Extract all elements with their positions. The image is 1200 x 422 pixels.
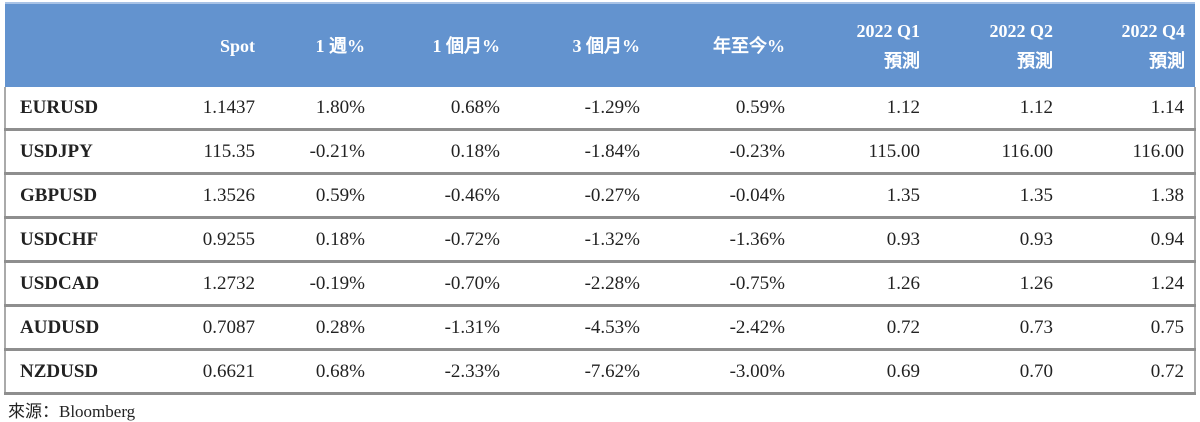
value-cell: -1.29% [510,87,650,131]
value-cell: -0.04% [650,173,795,219]
header-text: 預測 [1149,50,1185,71]
value-cell: -0.21% [265,129,375,175]
value-cell: 116.00 [1063,129,1196,175]
value-cell: 0.59% [650,87,795,131]
value-cell: 0.72 [1063,349,1196,395]
header-text: 2022 Q4 [1121,20,1185,41]
value-cell: 1.38 [1063,173,1196,219]
fx-table: Spot 1 週% 1 個月% 3 個月% 年至今% 2022 Q1 預測 2022 Q2 預測… [4,2,1196,395]
header-cell: 1 週% [265,2,375,87]
header-cell: 年至今% [650,2,795,87]
value-cell: -0.70% [375,261,510,307]
value-cell: -0.27% [510,173,650,219]
header-text: 1 個月% [432,35,501,56]
value-cell: 115.35 [145,129,265,175]
header-cell [5,2,145,87]
header-cell: Spot [145,2,265,87]
pair-name: USDCHF [4,217,145,263]
value-cell: 0.7087 [145,305,265,351]
value-cell: 1.35 [930,173,1063,219]
value-cell: 0.6621 [145,349,265,395]
table-body: EURUSD 1.1437 1.80% 0.68% -1.29% 0.59% 1.12 1.1… [4,87,1196,395]
value-cell: 1.12 [795,87,930,131]
data-row: USDCHF 0.9255 0.18% -0.72% -1.32% -1.36% 0.93 0… [4,217,1196,263]
value-cell: 0.18% [375,129,510,175]
header-cell: 3 個月% [510,2,650,87]
value-cell: -7.62% [510,349,650,395]
value-cell: 0.70 [930,349,1063,395]
data-row: GBPUSD 1.3526 0.59% -0.46% -0.27% -0.04% 1.35 1… [4,173,1196,219]
header-cell: 1 個月% [375,2,510,87]
value-cell: 0.75 [1063,305,1196,351]
value-cell: 1.80% [265,87,375,131]
value-cell: -3.00% [650,349,795,395]
data-row: NZDUSD 0.6621 0.68% -2.33% -7.62% -3.00% 0.69 0… [4,349,1196,395]
value-cell: -1.84% [510,129,650,175]
value-cell: 1.24 [1063,261,1196,307]
value-cell: 0.9255 [145,217,265,263]
value-cell: 0.72 [795,305,930,351]
value-cell: 0.68% [375,87,510,131]
value-cell: 1.26 [930,261,1063,307]
header-text: 2022 Q2 [989,20,1053,41]
header-text: Spot [219,35,255,56]
value-cell: 0.73 [930,305,1063,351]
value-cell: -0.72% [375,217,510,263]
value-cell: -2.28% [510,261,650,307]
header-row: Spot 1 週% 1 個月% 3 個月% 年至今% 2022 Q1 預測 2022 Q2 預測… [5,2,1195,87]
pair-name: USDJPY [4,129,145,175]
value-cell: 0.28% [265,305,375,351]
pair-name: NZDUSD [4,349,145,395]
value-cell: 1.2732 [145,261,265,307]
value-cell: 0.93 [930,217,1063,263]
data-row: USDJPY 115.35 -0.21% 0.18% -1.84% -0.23% 115.0… [4,129,1196,175]
value-cell: -0.75% [650,261,795,307]
value-cell: -2.33% [375,349,510,395]
value-cell: -1.36% [650,217,795,263]
value-cell: 1.1437 [145,87,265,131]
header-cell: 2022 Q2 預測 [930,2,1063,87]
value-cell: 1.35 [795,173,930,219]
source-note: 來源：Bloomberg [8,402,136,421]
pair-name: EURUSD [4,87,145,131]
pair-name: AUDUSD [4,305,145,351]
value-cell: 1.12 [930,87,1063,131]
value-cell: 1.3526 [145,173,265,219]
value-cell: 1.26 [795,261,930,307]
value-cell: 0.69 [795,349,930,395]
header-cell: 2022 Q1 預測 [795,2,930,87]
value-cell: 116.00 [930,129,1063,175]
value-cell: 1.14 [1063,87,1196,131]
data-row: AUDUSD 0.7087 0.28% -1.31% -4.53% -2.42% 0.72 0… [4,305,1196,351]
header-cell: 2022 Q4 預測 [1063,2,1195,87]
data-row: USDCAD 1.2732 -0.19% -0.70% -2.28% -0.75% 1.26… [4,261,1196,307]
value-cell: -1.31% [375,305,510,351]
value-cell: 0.93 [795,217,930,263]
pair-name: USDCAD [4,261,145,307]
data-row: EURUSD 1.1437 1.80% 0.68% -1.29% 0.59% 1.12 1.1… [4,87,1196,131]
pair-name: GBPUSD [4,173,145,219]
value-cell: -4.53% [510,305,650,351]
value-cell: 0.59% [265,173,375,219]
header-text: 預測 [1017,50,1053,71]
value-cell: 115.00 [795,129,930,175]
value-cell: -1.32% [510,217,650,263]
value-cell: -0.19% [265,261,375,307]
value-cell: -0.46% [375,173,510,219]
table-wrap: Spot 1 週% 1 個月% 3 個月% 年至今% 2022 Q1 預測 2022 Q2 預測… [4,2,1196,395]
header-text: 預測 [884,50,920,71]
value-cell: 0.18% [265,217,375,263]
value-cell: 0.68% [265,349,375,395]
value-cell: -2.42% [650,305,795,351]
header-text: 年至今% [713,35,785,56]
header-text: 1 週% [315,35,366,56]
value-cell: 0.94 [1063,217,1196,263]
header-text: 3 個月% [572,35,641,56]
header-text: 2022 Q1 [856,20,920,41]
value-cell: -0.23% [650,129,795,175]
